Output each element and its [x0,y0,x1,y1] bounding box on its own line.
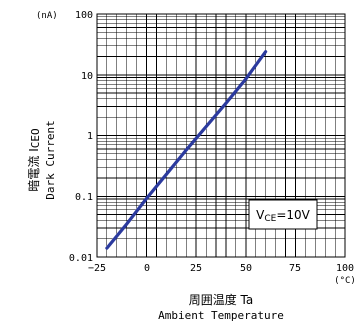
y-axis-title-en-group: Dark Current [44,120,57,199]
y-axis-title-sub: CEO [29,128,42,148]
y-tick-label: 10 [81,71,93,82]
vce-annotation: VCE=10V [248,199,318,230]
x-tick-label: 0 [144,263,150,274]
y-axis-title-jp: 暗電流 I [26,148,41,191]
x-axis-title-en: Ambient Temperature [158,309,284,322]
x-tick-label: 50 [240,263,252,274]
x-axis-title-jp: 周囲温度 Ta [189,292,254,307]
series-layer [105,50,268,250]
annotation-prefix: V [256,208,265,222]
y-tick-label: 0.1 [75,192,93,203]
y-tick-label: 1 [87,131,93,142]
annotation-suffix: =10V [276,208,310,222]
x-unit-label: (°C) [334,276,356,286]
annotation-sub: CE [264,214,276,224]
x-tick-label: 75 [289,263,301,274]
x-tick-label: 100 [336,263,354,274]
svg-text:暗電流 ICEO: 暗電流 ICEO [26,128,42,191]
plot-frame [96,13,346,258]
annotation-box [248,199,318,230]
y-tick-label: 100 [75,10,93,21]
tick-labels: 100 10 1 0.1 0.01 −25 0 25 50 75 100 [69,10,354,274]
series-line [105,50,268,250]
svg-text:VCE=10V: VCE=10V [256,208,311,224]
y-tick-label: 0.01 [69,253,93,264]
x-tick-label: −25 [88,263,106,274]
y-unit-label: (nA) [36,11,58,21]
y-axis-title: 暗電流 ICEO [26,128,42,191]
x-tick-label: 25 [190,263,202,274]
y-axis-title-en: Dark Current [44,120,57,199]
